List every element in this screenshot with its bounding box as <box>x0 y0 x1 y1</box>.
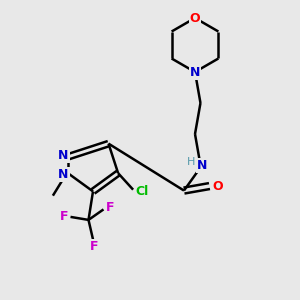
Text: F: F <box>90 239 99 253</box>
Text: F: F <box>60 210 68 224</box>
Text: N: N <box>190 65 200 79</box>
Text: N: N <box>58 149 69 162</box>
Text: F: F <box>106 201 114 214</box>
Text: O: O <box>213 180 223 193</box>
Text: O: O <box>190 11 200 25</box>
Text: H: H <box>187 157 195 167</box>
Text: N: N <box>197 159 207 172</box>
Text: N: N <box>58 168 69 181</box>
Text: Cl: Cl <box>136 185 149 198</box>
